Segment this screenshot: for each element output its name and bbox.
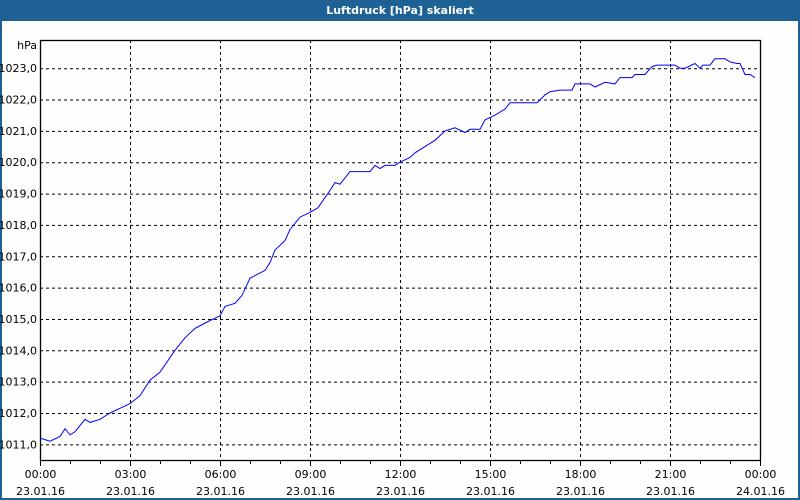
x-tick-time: 06:00: [205, 468, 237, 481]
y-tick-label: 1020,0: [0, 156, 37, 169]
x-tick-time: 18:00: [565, 468, 597, 481]
y-tick-label: 1015,0: [0, 313, 37, 326]
x-tick-time: 09:00: [295, 468, 327, 481]
x-tick-time: 12:00: [385, 468, 417, 481]
y-tick-label: 1013,0: [0, 376, 37, 389]
x-tick-date: 23.01.16: [556, 485, 605, 498]
x-tick-date: 23.01.16: [196, 485, 245, 498]
y-tick-label: 1017,0: [0, 250, 37, 263]
y-tick-label: 1011,0: [0, 438, 37, 451]
x-tick-time: 03:00: [115, 468, 147, 481]
y-tick-label: 1014,0: [0, 344, 37, 357]
pressure-line: [39, 58, 756, 442]
y-tick-label: 1018,0: [0, 219, 37, 232]
y-tick-label: 1021,0: [0, 125, 37, 138]
x-tick-date: 24.01.16: [736, 485, 785, 498]
x-tick-time: 00:00: [745, 468, 777, 481]
y-axis-unit: hPa: [17, 39, 37, 52]
y-tick-label: 1016,0: [0, 282, 37, 295]
plot-frame: [39, 39, 762, 462]
x-tick-date: 23.01.16: [466, 485, 515, 498]
x-tick-date: 23.01.16: [646, 485, 695, 498]
x-tick-date: 23.01.16: [376, 485, 425, 498]
x-tick-time: 00:00: [25, 468, 57, 481]
y-tick-label: 1023,0: [0, 62, 37, 75]
window-title: Luftdruck [hPa] skaliert: [0, 0, 800, 21]
y-tick-label: 1019,0: [0, 188, 37, 201]
y-tick-label: 1012,0: [0, 407, 37, 420]
x-tick-date: 23.01.16: [16, 485, 65, 498]
y-tick-label: 1022,0: [0, 94, 37, 107]
x-tick-time: 21:00: [655, 468, 687, 481]
x-tick-date: 23.01.16: [106, 485, 155, 498]
x-tick-date: 23.01.16: [286, 485, 335, 498]
x-tick-time: 15:00: [475, 468, 507, 481]
